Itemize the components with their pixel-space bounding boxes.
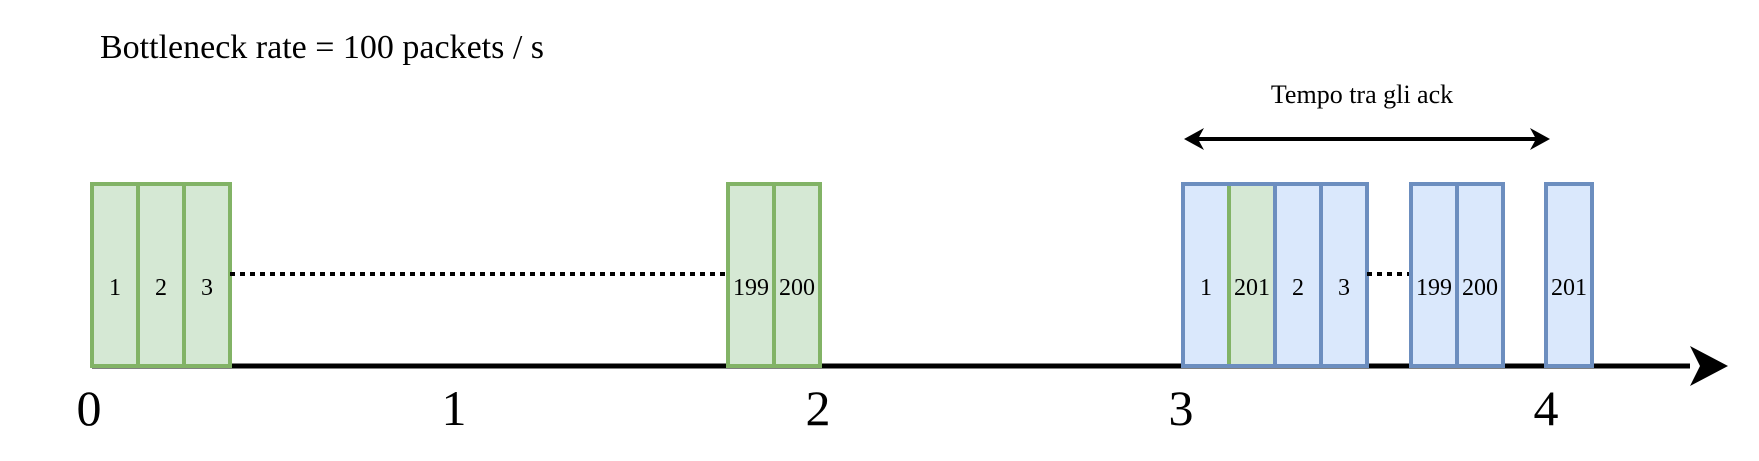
ack-label: 1 [1200,275,1212,301]
ack-label: 201 [1551,275,1587,301]
axis-label-4: 4 [1534,380,1559,436]
ack-label: 2 [1292,275,1304,301]
bottleneck-rate-title: Bottleneck rate = 100 packets / s [100,29,544,66]
ack-box [1455,182,1505,368]
packet-label: 2 [155,275,167,301]
packet-label: 199 [733,275,769,301]
ack-packets-start: 1 201 2 3 [1181,182,1369,368]
ack-label: 3 [1338,275,1350,301]
axis-label-3: 3 [1169,380,1194,436]
axis-label-1: 1 [442,380,467,436]
ack-box [1273,182,1323,368]
ack-label: 199 [1416,275,1452,301]
packet-label: 1 [109,275,121,301]
ack-label: 201 [1234,275,1270,301]
axis-label-2: 2 [806,380,831,436]
ack-interval-arrow-left [1184,128,1204,150]
ack-packets-end: 199 200 [1409,182,1505,368]
axis-label-0: 0 [77,380,102,436]
packet-box [182,182,232,368]
packet-label: 3 [201,275,213,301]
packet-box [772,182,822,368]
ack-box [1544,182,1594,368]
packet-label: 200 [779,275,815,301]
ack-label: 200 [1462,275,1498,301]
ack-packet-201: 201 [1544,182,1594,368]
ack-interval-arrow-right [1530,128,1550,150]
sent-packets-end: 199 200 [726,182,822,368]
sent-packets-start: 1 2 3 [90,182,232,368]
axis-labels: 0 1 2 3 4 [77,380,1559,436]
ack-interval-label: Tempo tra gli ack [1271,80,1453,109]
time-axis-arrowhead [1690,346,1728,386]
